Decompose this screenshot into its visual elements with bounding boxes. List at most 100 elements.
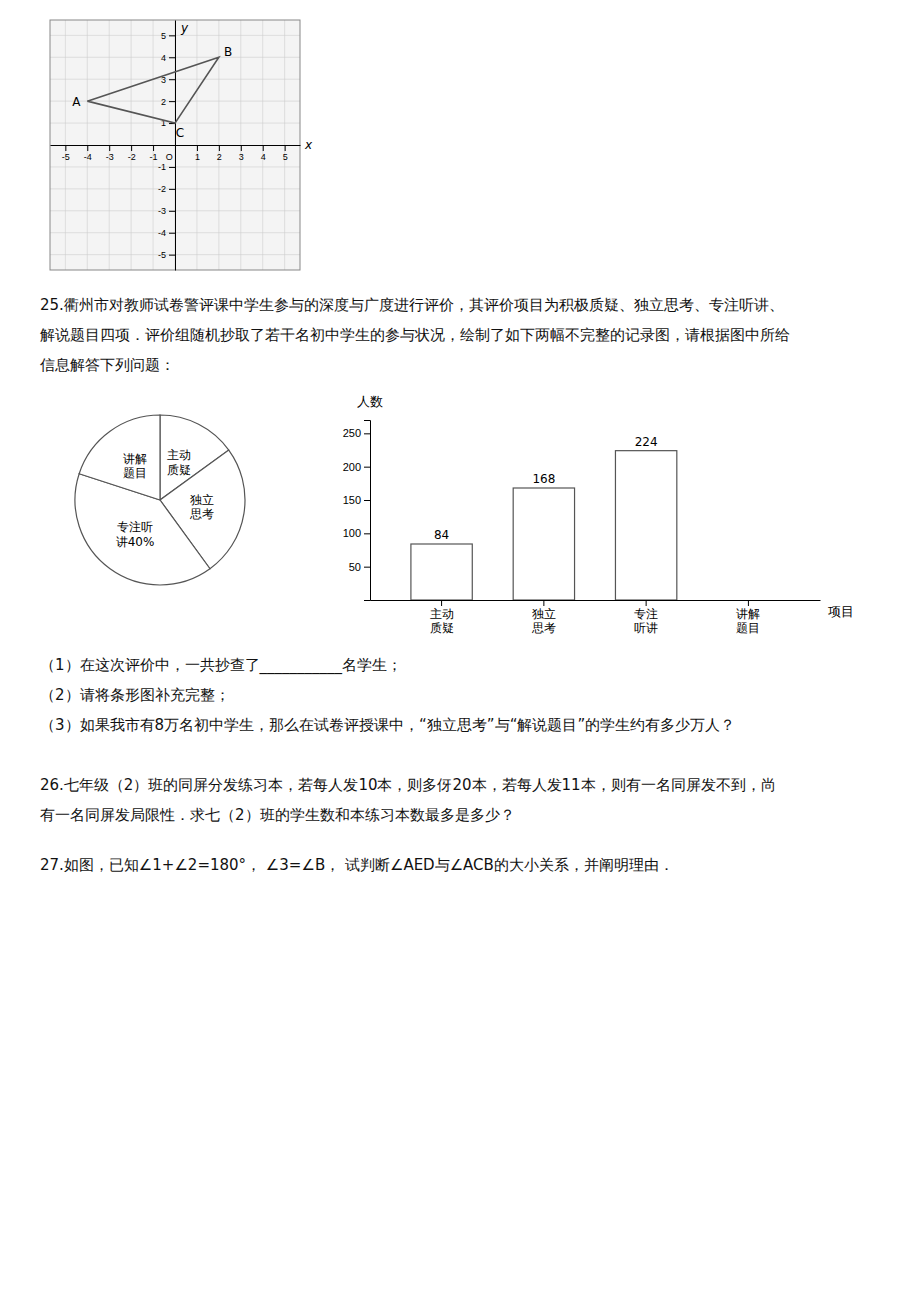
tick-label: -3 xyxy=(106,152,114,162)
tick-label: 5 xyxy=(161,31,166,41)
tick-label: -3 xyxy=(158,206,166,216)
tick: 3 xyxy=(239,145,244,162)
tick-mark xyxy=(285,145,286,151)
tick: 2 xyxy=(217,145,222,162)
tick-label: O xyxy=(166,152,173,162)
tick-mark xyxy=(153,145,154,151)
data-label: 168 xyxy=(532,472,555,486)
tick-label: 4 xyxy=(161,53,166,63)
tick-label: 2 xyxy=(217,152,222,162)
data-label: 84 xyxy=(434,528,449,542)
tick-mark xyxy=(748,600,749,606)
tick-mark xyxy=(169,167,175,168)
tick-label: 250 xyxy=(343,427,361,439)
text-line: 主动 xyxy=(430,607,454,621)
text-line: 讲40% xyxy=(116,535,155,549)
tick: 2 xyxy=(161,97,175,107)
axis-line xyxy=(371,600,821,601)
plot-background xyxy=(50,20,300,270)
tick-label: -4 xyxy=(84,152,92,162)
y-axis-label: y xyxy=(180,21,189,35)
text-line: （3）如果我市有8万名初中学生，那么在试卷评授课中，“独立思考”与“解说题目”的… xyxy=(40,716,735,734)
text-line: 思考 xyxy=(531,621,556,635)
tick-label: 5 xyxy=(283,152,288,162)
tick-mark xyxy=(364,500,370,501)
tick: O xyxy=(166,145,176,162)
bar xyxy=(513,488,574,600)
y-axis: -5-4-3-2-112345 xyxy=(158,21,176,271)
tick: -5 xyxy=(158,250,175,260)
text-line: 题目 xyxy=(123,466,147,480)
text-line: （2）请将条形图补充完整； xyxy=(40,686,230,704)
tick-mark xyxy=(169,57,175,58)
slice-label: 专注听讲40% xyxy=(116,520,155,548)
tick-label: 3 xyxy=(239,152,244,162)
grid xyxy=(50,20,300,270)
tick: 讲解题目 xyxy=(736,600,760,635)
x-axis: 主动质疑独立思考专注听讲讲解题目 xyxy=(371,600,821,635)
tick-mark xyxy=(241,145,242,151)
tick-mark xyxy=(169,101,175,102)
tick: 主动质疑 xyxy=(430,600,454,635)
tick: 1 xyxy=(195,145,200,162)
text-line: 独立 xyxy=(190,493,214,507)
tick-mark xyxy=(197,145,198,151)
question-text: 25.衢州市对教师试卷警评课中学生参与的深度与广度进行评价，其评价项目为积极质疑… xyxy=(40,296,790,874)
text-line: 讲解 xyxy=(123,452,147,466)
point-label: B xyxy=(224,45,232,59)
text-line: 解说题目四项．评价组随机抄取了若干名初中学生的参与状况，绘制了如下两幅不完整的记… xyxy=(40,326,790,344)
tick-mark xyxy=(87,145,88,151)
bar xyxy=(615,451,676,600)
text-line: 题目 xyxy=(736,621,760,635)
tick: 独立思考 xyxy=(531,600,556,635)
slices xyxy=(75,415,245,585)
text-line: 专注 xyxy=(634,607,658,621)
slice-label: 主动质疑 xyxy=(167,448,191,476)
tick: -1 xyxy=(158,162,175,172)
triangle-line xyxy=(87,57,219,123)
tick-label: -2 xyxy=(158,184,166,194)
text-line: 独立 xyxy=(532,607,556,621)
tick-label: 讲解题目 xyxy=(736,607,760,635)
tick-mark xyxy=(441,600,442,606)
tick: -4 xyxy=(84,145,92,162)
tick: 5 xyxy=(283,145,288,162)
text-line: 信息解答下列问题： xyxy=(40,356,175,374)
text-line: 专注听 xyxy=(117,520,153,534)
y-axis-label: 人数 xyxy=(357,394,383,409)
tick-label: 50 xyxy=(349,561,361,573)
tick: 200 xyxy=(343,461,370,473)
tick-label: 150 xyxy=(343,494,361,506)
slice-label: 独立思考 xyxy=(189,493,214,521)
tick-label: -5 xyxy=(158,250,166,260)
tick-label: 独立思考 xyxy=(531,607,556,635)
axis-line xyxy=(175,21,176,271)
tick-label: 100 xyxy=(343,527,361,539)
tick-mark xyxy=(169,35,175,36)
bars xyxy=(411,451,677,600)
text-line: （1）在这次评价中，一共抄查了___________名学生； xyxy=(40,656,402,675)
tick-mark xyxy=(169,233,175,234)
tick: 50 xyxy=(349,561,370,573)
tick-label: 200 xyxy=(343,461,361,473)
bar xyxy=(411,544,472,600)
tick-mark xyxy=(263,145,264,151)
axis-line xyxy=(364,421,371,601)
text-line: 27.如图，已知∠1+∠2=180°， ∠3=∠B， 试判断∠AED与∠ACB的… xyxy=(40,856,674,874)
tick: 250 xyxy=(343,427,370,439)
text-line: 质疑 xyxy=(167,463,191,477)
plot-frame xyxy=(50,20,300,270)
tick-label: 1 xyxy=(195,152,200,162)
marks xyxy=(87,57,219,123)
point-label: A xyxy=(72,95,81,109)
tick: 100 xyxy=(343,527,370,539)
tick: 4 xyxy=(161,53,175,63)
tick: -5 xyxy=(62,145,70,162)
x-axis-label: 项目 xyxy=(828,604,854,619)
tick-mark xyxy=(109,145,110,151)
tick-label: 主动质疑 xyxy=(430,607,454,635)
text-line: 讲解 xyxy=(736,607,760,621)
tick-mark xyxy=(364,467,370,468)
coordinate-chart: -5-4-3-2-1O12345-5-4-3-2-112345xyABC xyxy=(50,20,313,271)
tick: -1 xyxy=(150,145,158,162)
